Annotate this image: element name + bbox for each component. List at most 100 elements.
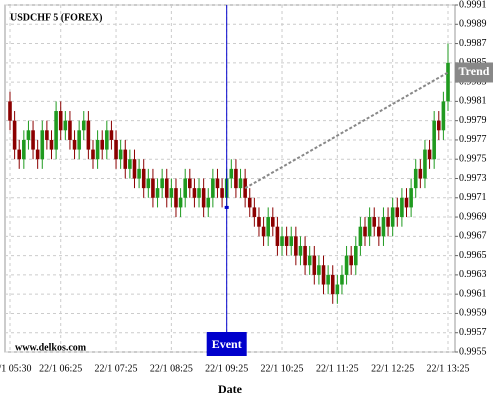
candle-body <box>192 188 197 198</box>
candle-body <box>169 188 174 198</box>
candle-body <box>330 274 335 295</box>
candle-body <box>63 120 68 131</box>
candle-body <box>367 217 372 237</box>
candle-body <box>114 139 118 160</box>
candle-body <box>284 236 289 246</box>
candle-body <box>317 265 321 275</box>
candle-body <box>395 207 400 218</box>
candle-body <box>58 111 63 131</box>
y-tick-label: 0.9989 <box>459 19 487 30</box>
y-tick-label: 0.9959 <box>459 308 487 319</box>
x-tick-label: 22/1 07:25 <box>95 363 138 374</box>
candle-body <box>86 120 91 150</box>
candle-body <box>54 111 58 150</box>
x-tick-label: 22/1 08:25 <box>150 363 193 374</box>
candle-body <box>118 149 123 160</box>
candle-body <box>160 178 164 189</box>
y-tick-label: 0.9965 <box>459 250 487 261</box>
candle-body <box>22 139 26 160</box>
trend-line <box>244 71 449 190</box>
y-tick-label: 0.9955 <box>459 346 487 357</box>
candle-body <box>335 284 340 295</box>
candle-body <box>372 217 377 227</box>
x-axis-label: Date <box>218 382 243 396</box>
candle-body <box>427 149 432 160</box>
candle-body <box>307 255 312 266</box>
candle-body <box>280 236 284 246</box>
x-tick-label: 22/1 13:25 <box>426 363 469 374</box>
candle-body <box>381 217 386 237</box>
candle-body <box>423 149 427 179</box>
candle-body <box>390 207 395 227</box>
candle-body <box>409 188 413 208</box>
candle-body <box>266 217 270 237</box>
candle-body <box>146 178 151 189</box>
candle-body <box>132 159 137 179</box>
candle-body <box>418 168 423 179</box>
chart-title: USDCHF 5 (FOREX) <box>10 12 102 23</box>
candle-body <box>436 120 441 131</box>
candle-body <box>303 245 307 266</box>
candle-body <box>188 178 192 189</box>
candle-body <box>31 130 35 150</box>
candle-body <box>289 236 294 246</box>
candle-body <box>137 168 141 179</box>
y-tick-label: 0.9963 <box>459 269 487 280</box>
candle-body <box>298 245 303 256</box>
candle-body <box>17 149 22 160</box>
y-tick-label: 0.9975 <box>459 154 487 165</box>
candle-body <box>12 120 17 150</box>
candle-body <box>174 188 178 208</box>
candle-body <box>252 207 257 218</box>
candle-body <box>105 130 109 150</box>
y-tick-label: 0.9979 <box>459 115 487 126</box>
candle-body <box>206 197 211 208</box>
candle-body <box>155 188 160 198</box>
candle-body <box>45 130 49 140</box>
y-tick-label: 0.9957 <box>459 327 487 338</box>
candle-body <box>197 188 201 198</box>
candle-body <box>353 245 358 266</box>
y-tick-label: 0.9991 <box>459 0 487 10</box>
candle-body <box>257 217 261 227</box>
candle-body <box>26 130 31 140</box>
candle-body <box>220 188 224 198</box>
candle-body <box>441 101 446 131</box>
y-tick-label: 0.9977 <box>459 134 487 145</box>
y-tick-label: 0.9981 <box>459 96 487 107</box>
candle-body <box>72 139 77 150</box>
x-tick-label: 22/1 05:30 <box>0 363 32 374</box>
event-label-box <box>206 332 247 356</box>
y-tick-label: 0.9961 <box>459 288 487 299</box>
trend-label: Trend <box>459 64 490 78</box>
y-tick-label: 0.9973 <box>459 173 487 184</box>
candle-body <box>312 255 317 275</box>
candle-body <box>326 274 330 285</box>
candle-body <box>275 226 280 246</box>
candle-body <box>349 255 353 266</box>
candle-body <box>432 120 436 160</box>
candle-body <box>183 178 187 198</box>
trend-label-box <box>455 62 493 83</box>
x-tick-label: 22/1 12:25 <box>371 363 414 374</box>
candle-body <box>271 217 275 227</box>
candle-body <box>247 197 252 208</box>
candle-body <box>321 265 326 285</box>
candle-body <box>201 188 206 208</box>
candle-body <box>164 178 169 198</box>
candle-body <box>40 130 45 160</box>
candle-body <box>238 178 243 189</box>
candle-body <box>95 139 100 160</box>
event-point <box>224 205 229 209</box>
candle-body <box>100 139 105 150</box>
y-tick-label: 0.9987 <box>459 38 487 49</box>
candle-body <box>91 149 95 160</box>
candle-body <box>35 149 40 160</box>
candle-body <box>358 226 363 246</box>
y-tick-label: 0.9967 <box>459 231 487 242</box>
candle-body <box>8 101 12 121</box>
candle-body <box>178 197 183 208</box>
candle-body <box>363 226 367 237</box>
candle-body <box>68 120 72 140</box>
